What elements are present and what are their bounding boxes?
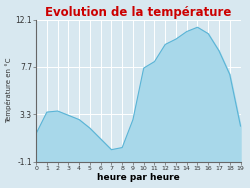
X-axis label: heure par heure: heure par heure xyxy=(97,174,180,182)
Title: Evolution de la température: Evolution de la température xyxy=(45,6,232,19)
Y-axis label: Température en °C: Température en °C xyxy=(6,58,12,123)
